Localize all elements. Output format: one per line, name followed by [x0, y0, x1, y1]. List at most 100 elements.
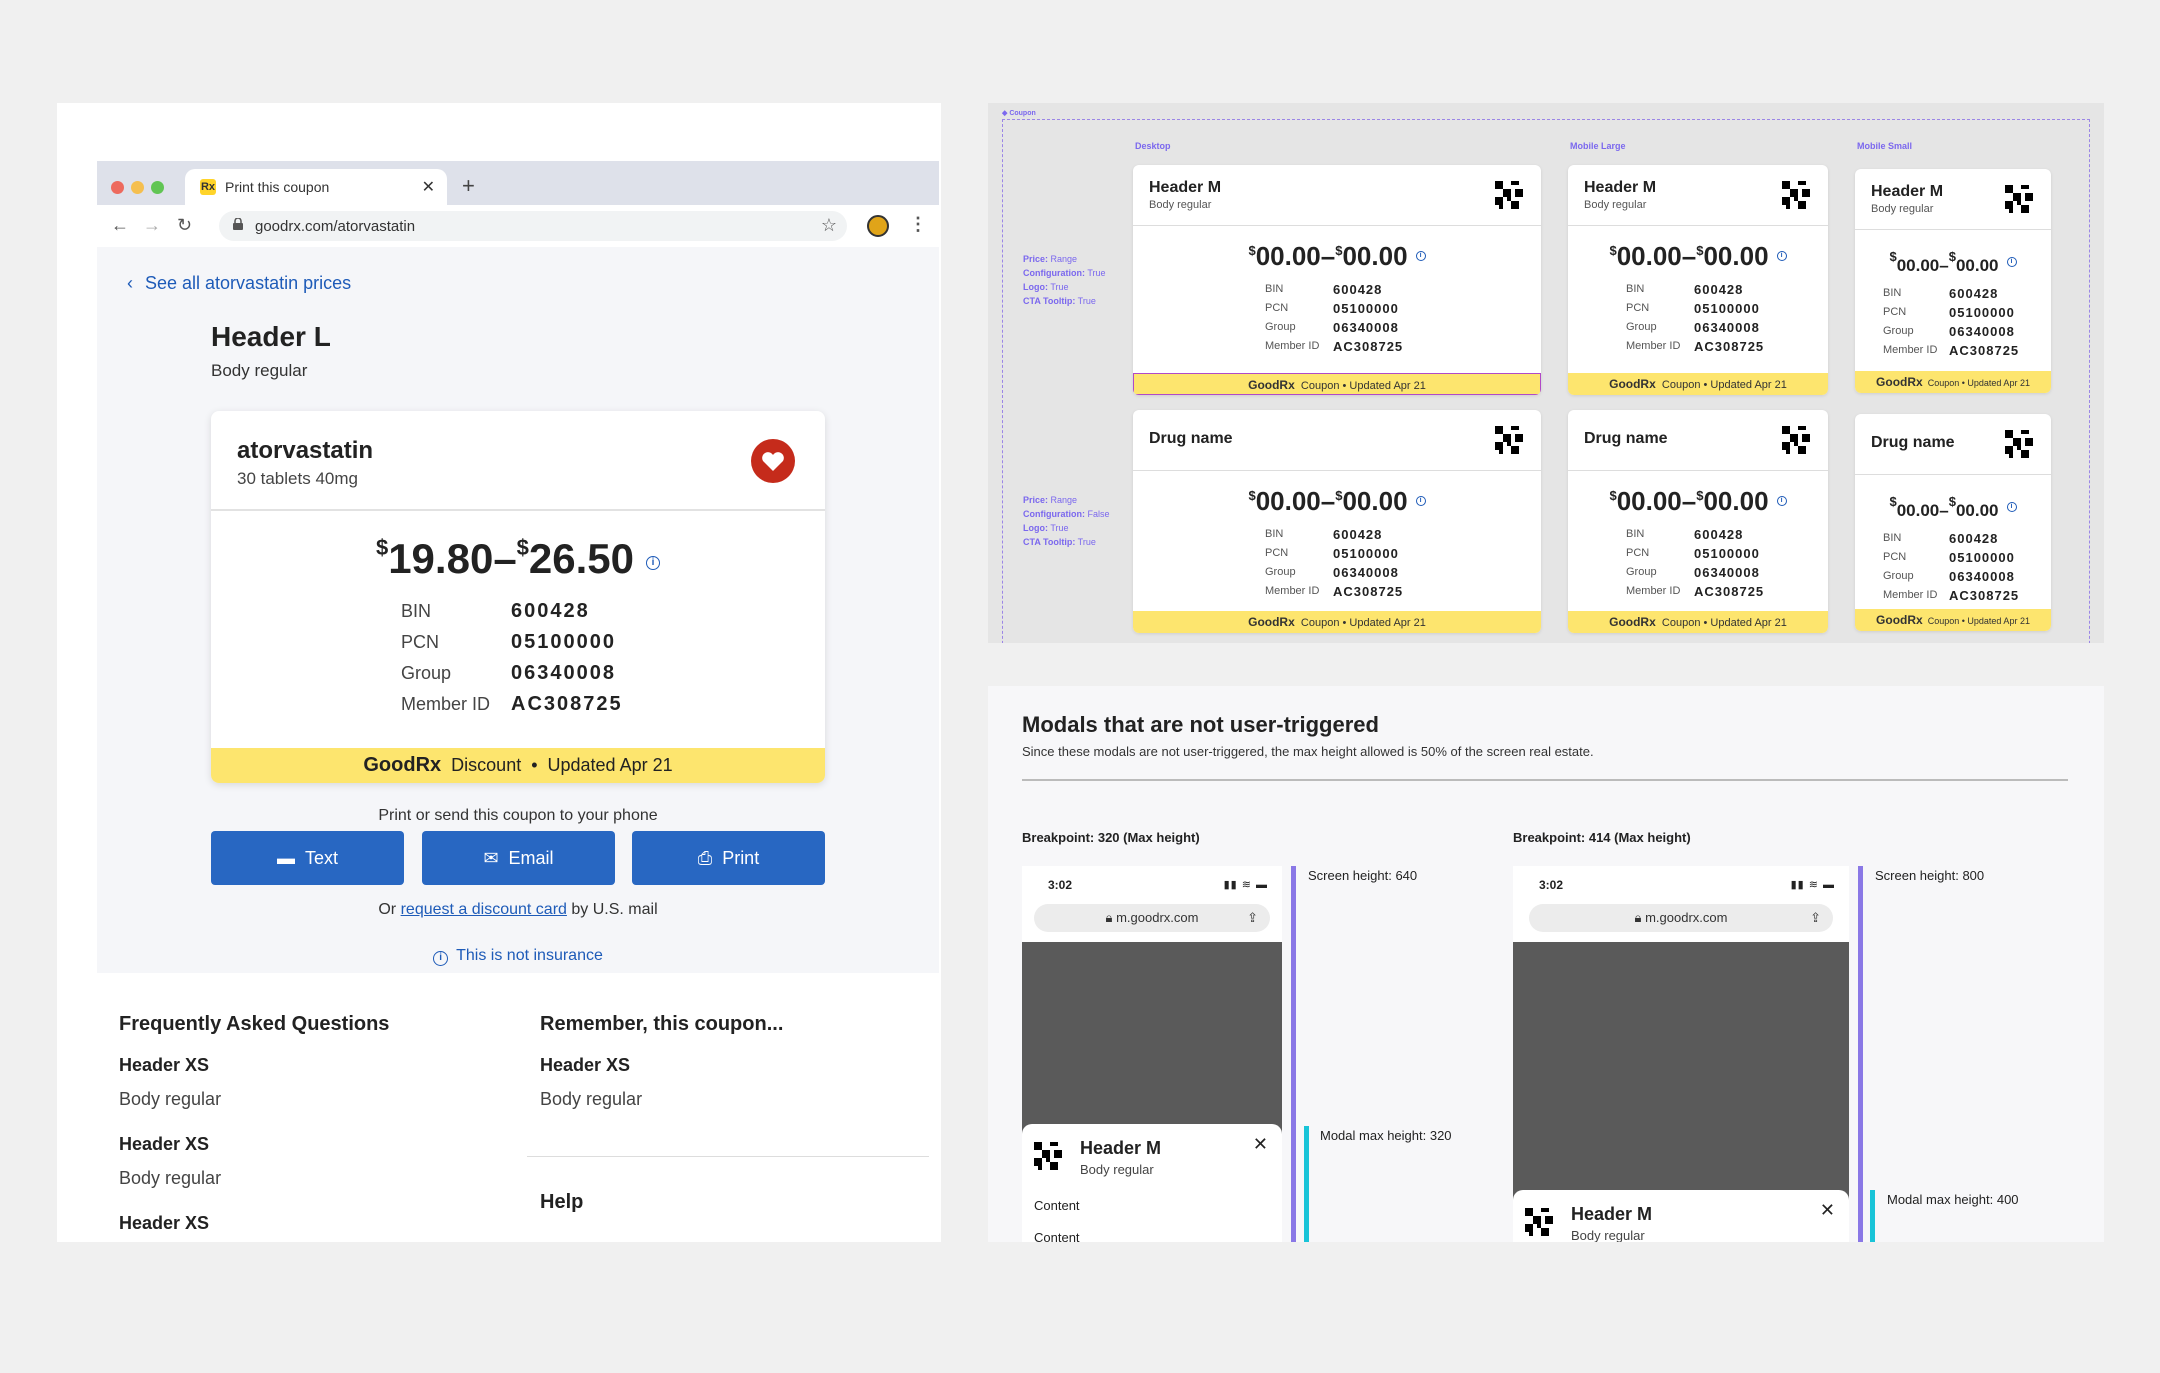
card-footer: GoodRx Coupon • Updated Apr 21 [1855, 609, 2051, 631]
chevron-left-icon: ‹ [127, 273, 133, 293]
new-tab-icon[interactable]: + [462, 173, 475, 198]
mobile-url-bar[interactable]: 🔒︎ m.goodrx.com ⇪ [1529, 904, 1833, 932]
forward-arrow-icon[interactable]: → [143, 215, 161, 235]
coupon-variants-board: ◆ Coupon Desktop Mobile Large Mobile Sma… [988, 103, 2104, 643]
not-insurance-link[interactable]: i This is not insurance [97, 947, 939, 966]
close-icon[interactable]: ✕ [1252, 1134, 1268, 1154]
card-id-value: 05100000 [1949, 550, 2015, 565]
back-to-prices-link[interactable]: ‹ See all atorvastatin prices [127, 273, 352, 293]
card-id-value: 05100000 [1694, 301, 1760, 316]
profile-avatar[interactable] [867, 215, 889, 237]
modals-spec-board: Modals that are not user-triggered Since… [988, 686, 2104, 1242]
breakpoint-320-label: Breakpoint: 320 (Max height) [1022, 830, 1200, 845]
bookmark-star-icon[interactable]: ☆ [820, 215, 837, 235]
card-id-value: 600428 [1333, 282, 1383, 297]
share-icon[interactable]: ⇪ [1810, 910, 1821, 925]
card-footer: GoodRx Coupon • Updated Apr 21 [1568, 373, 1828, 395]
modal-body: Body regular [1571, 1228, 1645, 1242]
close-icon[interactable]: ✕ [1819, 1200, 1835, 1220]
card-id-value: AC308725 [1333, 584, 1404, 599]
envelope-icon: ✉ [483, 848, 499, 868]
faq-q1[interactable]: Header XS [119, 1055, 210, 1075]
maximize-window-dot[interactable] [151, 181, 164, 194]
close-window-dot[interactable] [111, 181, 124, 194]
email-button[interactable]: ✉ Email [422, 831, 615, 885]
price-info-icon[interactable]: i [1415, 496, 1426, 506]
modals-subtitle: Since these modals are not user-triggere… [1022, 744, 1594, 759]
modal-height-bar-414 [1870, 1190, 1875, 1242]
card-id-label: BIN [1626, 528, 1645, 540]
card-id-value: 600428 [1694, 282, 1744, 297]
reload-icon[interactable]: ↻ [177, 215, 193, 235]
card-id-value: AC308725 [1694, 339, 1765, 354]
card-id-value: 05100000 [1949, 305, 2015, 320]
minimize-window-dot[interactable] [131, 181, 144, 194]
address-bar[interactable]: goodrx.com/atorvastatin ☆ [219, 211, 847, 241]
faq-a2: Body regular [119, 1168, 222, 1188]
faq-title: Frequently Asked Questions [119, 1013, 390, 1035]
share-icon[interactable]: ⇪ [1247, 910, 1258, 925]
screen-height-414-label: Screen height: 800 [1875, 868, 1985, 883]
browser-tab[interactable]: Rx Print this coupon ✕ [185, 169, 447, 205]
close-tab-icon[interactable]: ✕ [421, 179, 435, 196]
tab-title: Print this coupon [225, 179, 330, 195]
modal-height-414-label: Modal max height: 400 [1887, 1192, 2019, 1207]
faq-a1: Body regular [119, 1089, 222, 1109]
help-title: Help [540, 1191, 584, 1213]
price-info-icon[interactable]: i [2006, 502, 2017, 512]
back-arrow-icon[interactable]: ← [111, 215, 129, 235]
price-info-icon[interactable]: i [2006, 257, 2017, 267]
price-info-icon[interactable]: i [1776, 496, 1787, 506]
price-info-icon[interactable]: i [1776, 251, 1787, 261]
pcn-label: PCN [401, 632, 440, 652]
col-label-desktop: Desktop [1135, 141, 1171, 151]
card-drug-name: Drug name [1149, 430, 1233, 447]
mobile-url-bar[interactable]: 🔒︎ m.goodrx.com ⇪ [1034, 904, 1270, 932]
faq-section: Frequently Asked Questions Header XS Bod… [97, 973, 939, 1242]
modals-title: Modals that are not user-triggered [1022, 712, 1379, 737]
faq-q3[interactable]: Header XS [119, 1213, 210, 1233]
goodrx-logo: GoodRx [1876, 613, 1923, 627]
card-id-value: 06340008 [1333, 565, 1399, 580]
goodrx-pattern-icon [1034, 1142, 1062, 1170]
variant-card-mobile-large-header: Header M Body regular $00.00–$00.00 i BIN 600… [1568, 165, 1828, 395]
pcn-value: 05100000 [511, 631, 616, 653]
card-divider [1133, 225, 1541, 226]
browser-mockup-panel: Rx Print this coupon ✕ + ← → ↻ goodrx.co… [57, 103, 941, 1242]
printer-icon: ⎙ [697, 848, 713, 868]
request-card-link[interactable]: request a discount card [400, 901, 567, 918]
card-price-range: $00.00–$00.00 i [1568, 241, 1828, 272]
text-button[interactable]: ▬ Text [211, 831, 404, 885]
card-id-label: Group [1883, 570, 1914, 582]
heart-icon[interactable] [751, 439, 795, 483]
card-id-label: Member ID [1883, 344, 1938, 356]
member-id-value: AC308725 [511, 693, 623, 715]
price-info-icon[interactable]: i [1415, 251, 1426, 261]
card-id-label: Group [1626, 321, 1657, 333]
section-divider [527, 1156, 929, 1157]
screen-height-320-label: Screen height: 640 [1308, 868, 1418, 883]
props-row-2: Price: Range Configuration: False Logo: … [1023, 495, 1110, 547]
card-id-label: PCN [1883, 306, 1907, 318]
print-button[interactable]: ⎙ Print [632, 831, 825, 885]
screen-height-bar-320 [1291, 866, 1296, 1242]
price-info-icon[interactable]: i [646, 556, 661, 570]
card-id-label: PCN [1265, 547, 1289, 559]
card-id-label: BIN [1883, 532, 1902, 544]
card-id-value: AC308725 [1694, 584, 1765, 599]
modal-body: Body regular [1080, 1162, 1154, 1177]
modal-height-320-label: Modal max height: 320 [1320, 1128, 1452, 1143]
drug-description: 30 tablets 40mg [237, 469, 358, 488]
card-divider [1568, 470, 1828, 471]
coupon-page: ‹ See all atorvastatin prices Header L Bo… [97, 247, 939, 1242]
card-divider [1855, 229, 2051, 230]
print-send-caption: Print or send this coupon to your phone [378, 807, 658, 824]
browser-menu-icon[interactable]: ⋮ [909, 214, 927, 234]
faq-q2[interactable]: Header XS [119, 1134, 210, 1154]
status-time: 3:02 [1539, 878, 1564, 892]
drug-name: atorvastatin [237, 437, 374, 464]
card-id-label: Member ID [1626, 585, 1681, 597]
card-footer: GoodRx Coupon • Updated Apr 21 [1855, 371, 2051, 393]
phone-320: 3:02 ▮▮ ≋ ▬ 🔒︎ m.goodrx.com ⇪ Header M Bo… [1022, 866, 1282, 1242]
variant-card-mobile-small-drug: Drug name $00.00–$00.00 i BIN 600428 PCN 05100… [1855, 414, 2051, 631]
